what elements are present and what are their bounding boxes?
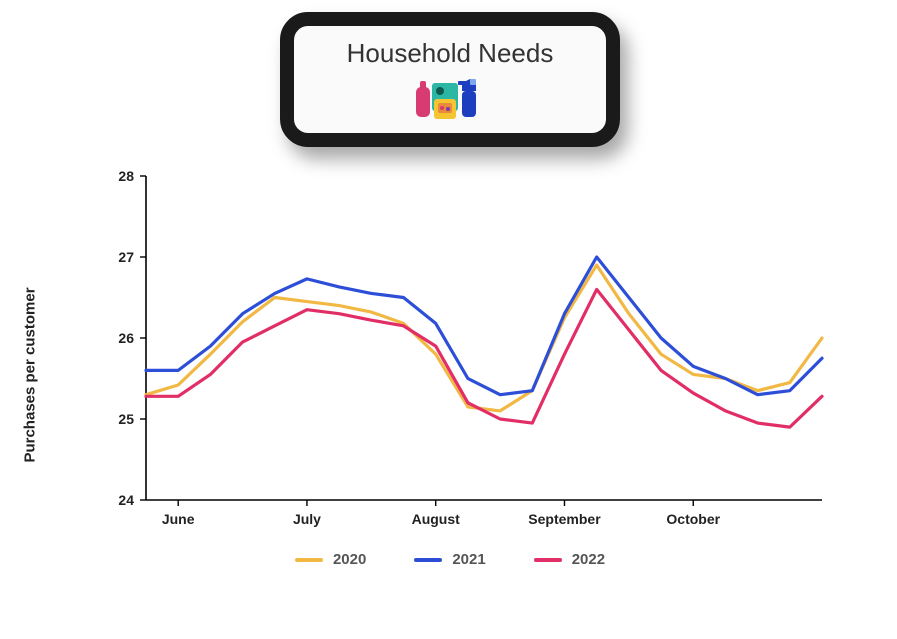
svg-text:July: July — [293, 511, 321, 527]
svg-text:24: 24 — [118, 492, 134, 508]
legend-item-2020: 2020 — [295, 551, 366, 568]
legend-swatch — [534, 558, 562, 562]
svg-text:August: August — [412, 511, 461, 527]
legend-item-2022: 2022 — [534, 551, 605, 568]
chart-plot: 24 25 26 27 28 June July August September October — [110, 170, 830, 550]
svg-text:September: September — [528, 511, 601, 527]
legend-item-2021: 2021 — [414, 551, 485, 568]
household-products-icon — [410, 73, 490, 123]
series-2021 — [146, 257, 822, 395]
svg-text:28: 28 — [118, 168, 134, 184]
legend-swatch — [295, 558, 323, 562]
chart-area: Purchases per customer 2425262728JuneJul… — [50, 170, 850, 580]
svg-text:27: 27 — [118, 249, 134, 265]
chart-title: Household Needs — [347, 38, 554, 69]
svg-text:25: 25 — [118, 411, 134, 427]
legend-label: 2021 — [452, 551, 485, 568]
y-axis-label: Purchases per customer — [22, 287, 39, 462]
legend-label: 2020 — [333, 551, 366, 568]
legend-label: 2022 — [572, 551, 605, 568]
svg-text:June: June — [162, 511, 195, 527]
legend: 2020 2021 2022 — [50, 551, 850, 568]
svg-text:26: 26 — [118, 330, 134, 346]
title-card: Household Needs — [280, 12, 620, 147]
legend-swatch — [414, 558, 442, 562]
svg-text:October: October — [666, 511, 720, 527]
